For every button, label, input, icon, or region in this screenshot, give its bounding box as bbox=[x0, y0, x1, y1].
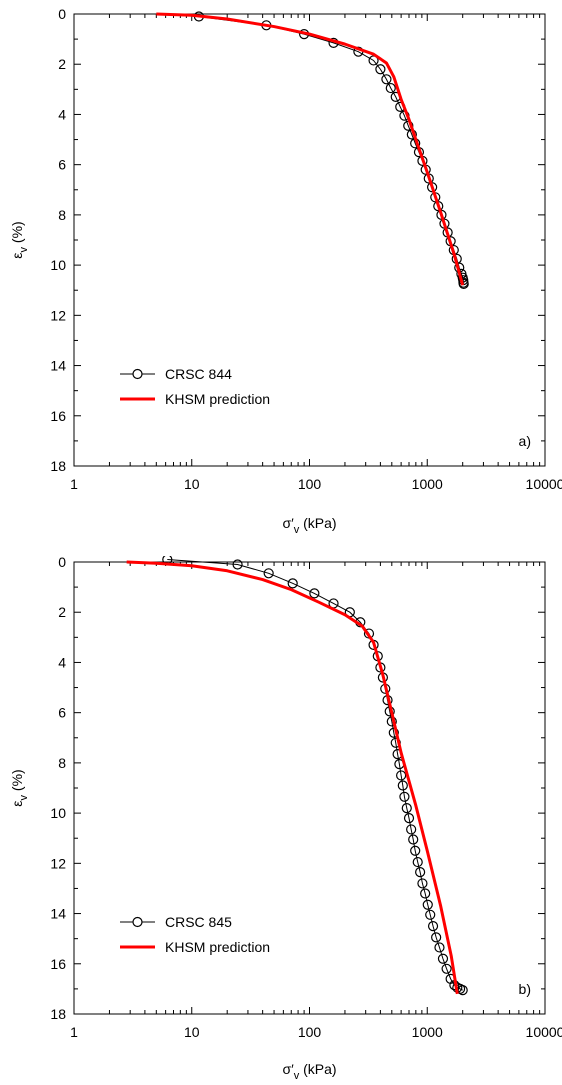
y-tick-label: 18 bbox=[50, 1006, 66, 1022]
y-tick-label: 10 bbox=[50, 805, 66, 821]
data-point bbox=[287, 578, 298, 589]
x-tick-label: 1000 bbox=[412, 1024, 443, 1040]
x-tick-label: 100 bbox=[298, 476, 322, 492]
data-point bbox=[420, 888, 431, 899]
series-crsc-844 bbox=[193, 11, 469, 290]
y-tick-label: 2 bbox=[58, 604, 66, 620]
y-tick-label: 14 bbox=[50, 358, 66, 374]
x-axis-title: σ′v (kPa) bbox=[282, 1061, 336, 1082]
data-point bbox=[263, 568, 274, 579]
data-point bbox=[406, 824, 417, 835]
y-tick-label: 0 bbox=[58, 554, 66, 570]
data-point bbox=[388, 727, 399, 738]
data-point bbox=[408, 834, 419, 845]
x-tick-label: 1 bbox=[70, 1024, 78, 1040]
data-point bbox=[385, 82, 396, 94]
data-point bbox=[403, 813, 415, 824]
legend-item: CRSC 844 bbox=[120, 366, 232, 382]
y-tick-label: 0 bbox=[58, 6, 66, 22]
data-point bbox=[415, 867, 426, 878]
data-point bbox=[422, 899, 433, 910]
x-tick-label: 10000 bbox=[526, 1024, 562, 1040]
y-tick-label: 4 bbox=[58, 106, 66, 122]
y-tick-label: 18 bbox=[50, 458, 66, 474]
series-khsm-prediction bbox=[126, 560, 459, 995]
legend-label: KHSM prediction bbox=[165, 391, 270, 407]
chart-panel-a: 1 10 100 1000 10000 0 2 4 6 8 10 12 14 16 18 σ′v (kPa) ε… bbox=[9, 6, 562, 536]
y-tick-label: 12 bbox=[50, 855, 66, 871]
data-point bbox=[437, 953, 449, 964]
y-tick-label: 16 bbox=[50, 408, 66, 424]
legend-item: KHSM prediction bbox=[120, 939, 270, 955]
data-point bbox=[401, 802, 412, 814]
legend-marker bbox=[132, 916, 143, 928]
data-point bbox=[425, 909, 436, 920]
x-axis-title: σ′v (kPa) bbox=[282, 515, 336, 536]
legend-item: CRSC 845 bbox=[120, 914, 232, 930]
legend-item: KHSM prediction bbox=[120, 391, 270, 407]
y-tick-label: 2 bbox=[58, 56, 66, 72]
data-point bbox=[441, 963, 452, 974]
y-tick-label: 14 bbox=[50, 906, 66, 922]
y-tick-label: 4 bbox=[58, 654, 66, 670]
data-point bbox=[375, 64, 386, 75]
data-point bbox=[309, 588, 320, 599]
y-tick-label: 10 bbox=[50, 257, 66, 273]
data-point bbox=[431, 932, 442, 943]
x-tick-label: 1000 bbox=[412, 476, 443, 492]
panel-label: b) bbox=[519, 981, 531, 997]
series-crsc-845 bbox=[162, 556, 468, 996]
y-tick-label: 12 bbox=[50, 307, 66, 323]
series-line bbox=[126, 560, 459, 995]
legend-label: CRSC 844 bbox=[165, 366, 232, 382]
legend-marker bbox=[132, 368, 143, 380]
data-point bbox=[434, 942, 445, 953]
data-point bbox=[410, 845, 421, 856]
legend-label: CRSC 845 bbox=[165, 914, 232, 930]
panel-label: a) bbox=[519, 433, 531, 449]
y-tick-label: 6 bbox=[58, 157, 66, 173]
series-line bbox=[198, 16, 465, 285]
data-point bbox=[417, 878, 428, 889]
x-tick-label: 10 bbox=[184, 476, 200, 492]
data-point bbox=[397, 780, 408, 791]
series-line bbox=[156, 12, 465, 286]
y-tick-label: 8 bbox=[58, 755, 66, 771]
x-tick-label: 10 bbox=[184, 1024, 200, 1040]
chart-panel-b: 1 10 100 1000 10000 0 2 4 6 8 10 12 14 16 18 σ′v (kPa) ε… bbox=[9, 554, 562, 1082]
y-tick-label: 8 bbox=[58, 207, 66, 223]
legend-label: KHSM prediction bbox=[165, 939, 270, 955]
data-point bbox=[381, 74, 392, 85]
data-point bbox=[396, 770, 407, 781]
data-point bbox=[399, 791, 410, 802]
series-khsm-prediction bbox=[156, 12, 465, 286]
y-axis-title: εv (%) bbox=[9, 221, 30, 258]
data-point bbox=[412, 856, 423, 868]
y-tick-label: 16 bbox=[50, 956, 66, 972]
data-point bbox=[427, 921, 439, 932]
y-axis-title: εv (%) bbox=[9, 769, 30, 806]
x-tick-label: 10000 bbox=[526, 476, 562, 492]
data-point bbox=[458, 278, 469, 290]
x-tick-label: 1 bbox=[70, 476, 78, 492]
x-tick-label: 100 bbox=[298, 1024, 322, 1040]
y-tick-label: 6 bbox=[58, 705, 66, 721]
data-point bbox=[232, 559, 243, 570]
